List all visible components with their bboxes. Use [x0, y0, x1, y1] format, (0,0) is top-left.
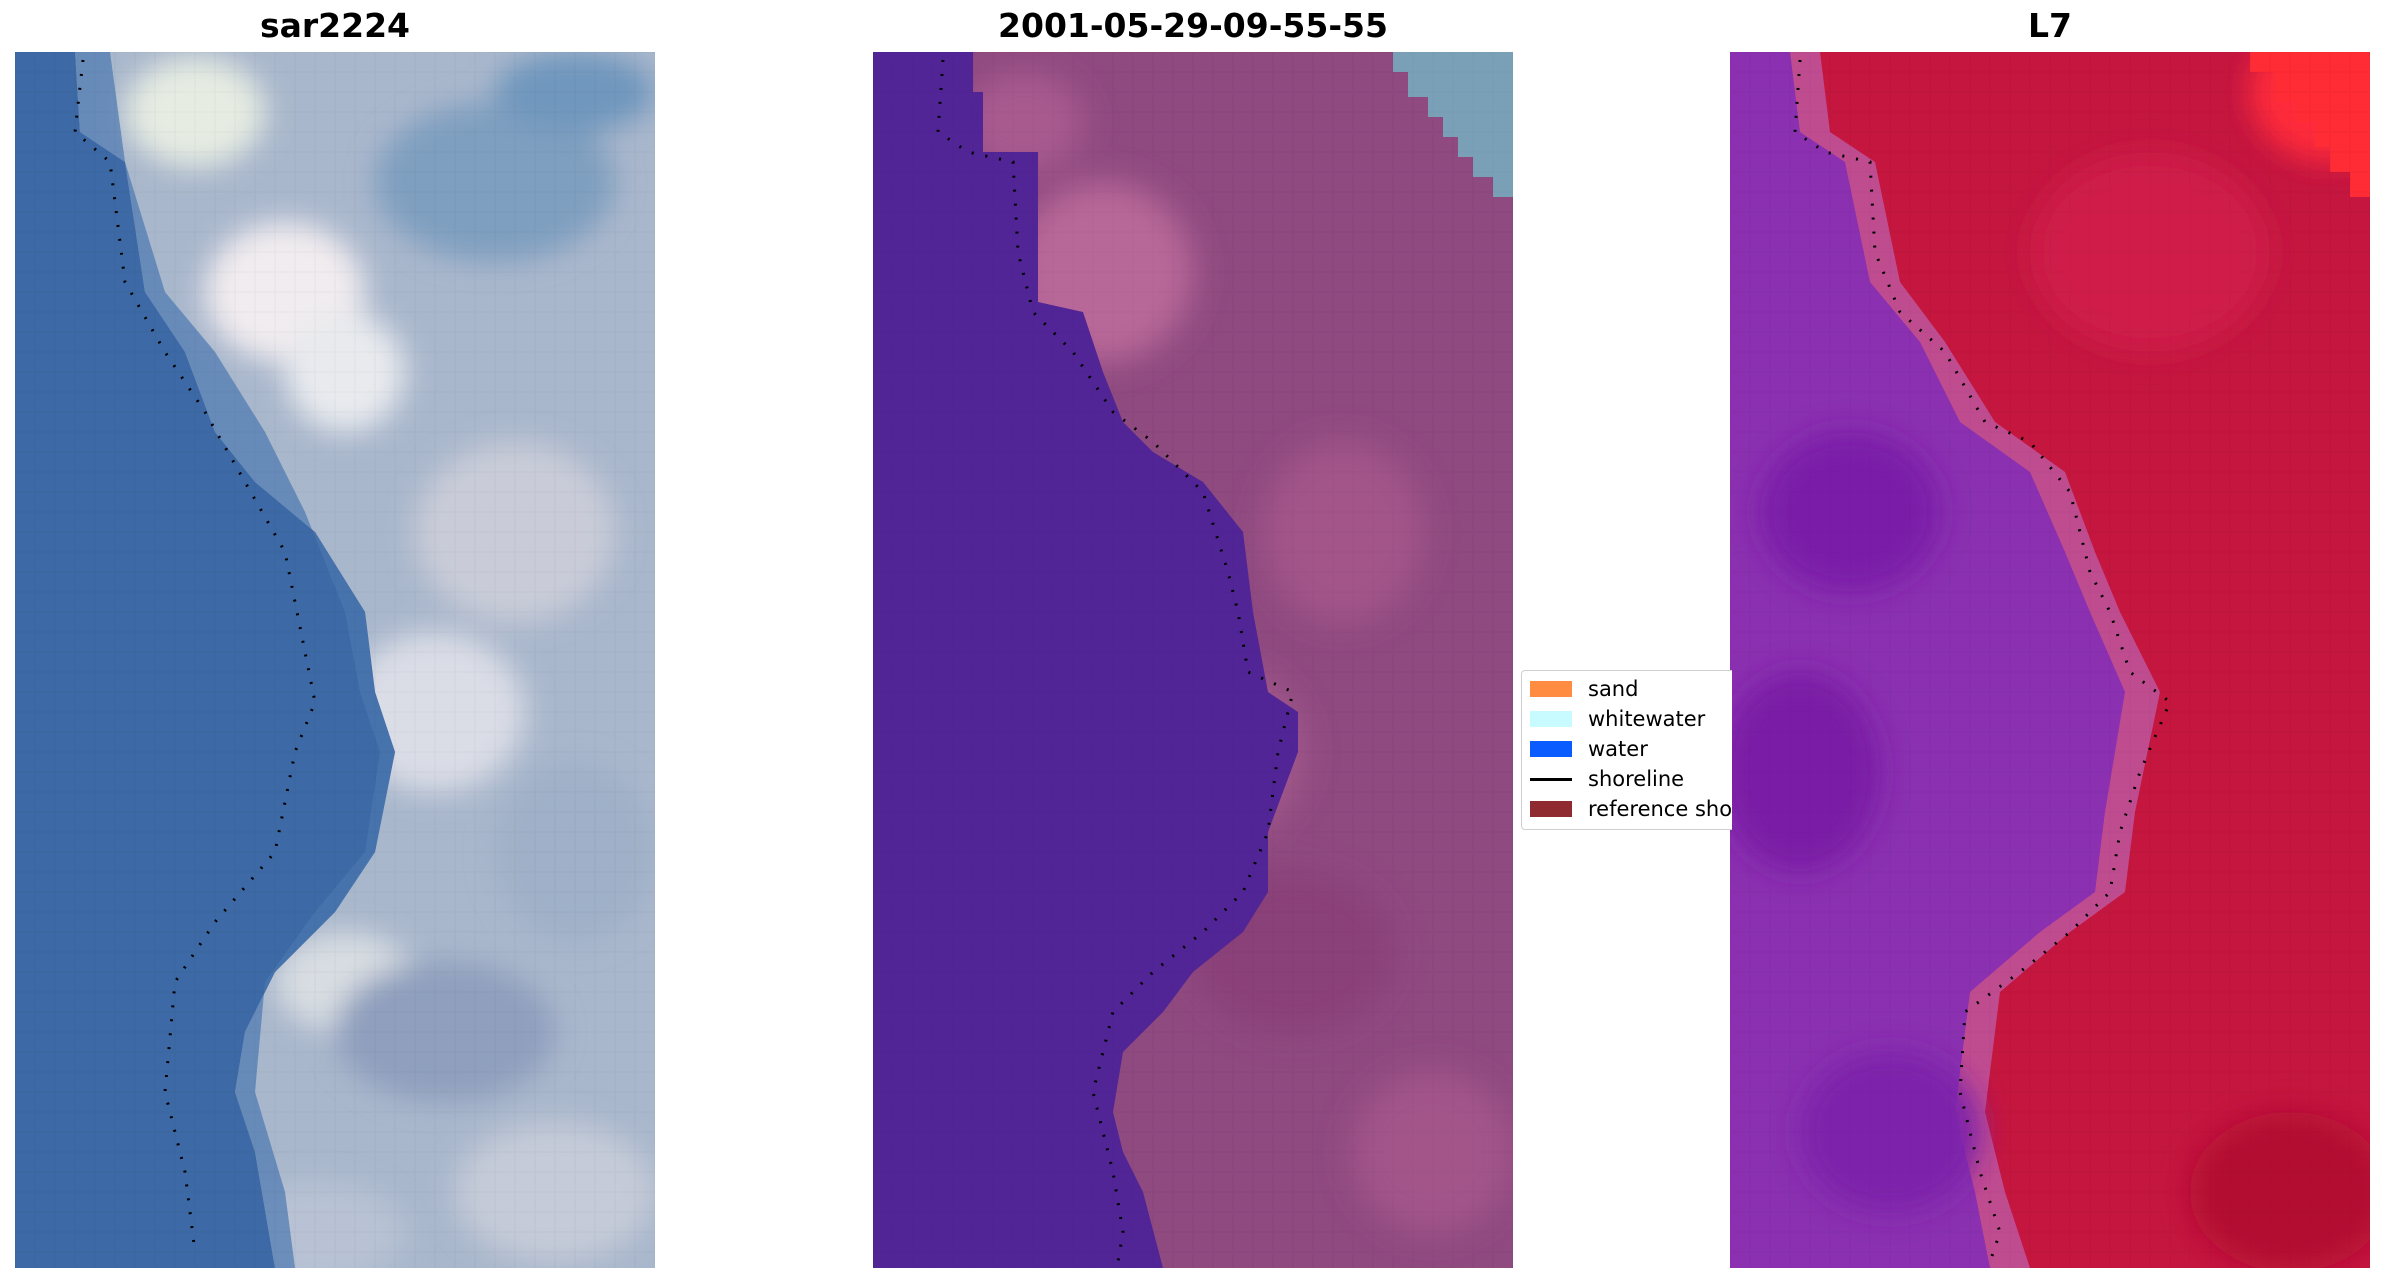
- panel-title-index: L7: [2028, 6, 2072, 45]
- panel-title-rgb: sar2224: [259, 6, 411, 45]
- legend-item-reference-shoreline: reference shoreline: [1530, 797, 1732, 821]
- legend-label: whitewater: [1588, 707, 1706, 731]
- legend-item-shoreline: shoreline: [1530, 767, 1684, 791]
- legend-label: sand: [1588, 677, 1639, 701]
- legend-label: shoreline: [1588, 767, 1685, 791]
- legend: sand whitewater water shoreline referenc…: [1521, 670, 1732, 830]
- shoreline-line-icon: [1530, 777, 1572, 781]
- sand-swatch-icon: [1530, 681, 1572, 697]
- mndwi-image: [1730, 52, 2370, 1268]
- legend-label: water: [1588, 737, 1648, 761]
- legend-item-sand: sand: [1530, 677, 1638, 701]
- legend-item-whitewater: whitewater: [1530, 707, 1705, 731]
- rgb-satellite-image: [15, 52, 655, 1268]
- whitewater-swatch-icon: [1530, 711, 1572, 727]
- legend-item-water: water: [1530, 737, 1648, 761]
- water-swatch-icon: [1530, 741, 1572, 757]
- reference-shoreline-swatch-icon: [1530, 801, 1572, 817]
- panel-title-classified: 2001-05-29-09-55-55: [998, 6, 1388, 45]
- legend-label: reference shoreline: [1588, 797, 1732, 821]
- classified-image: [873, 52, 1513, 1268]
